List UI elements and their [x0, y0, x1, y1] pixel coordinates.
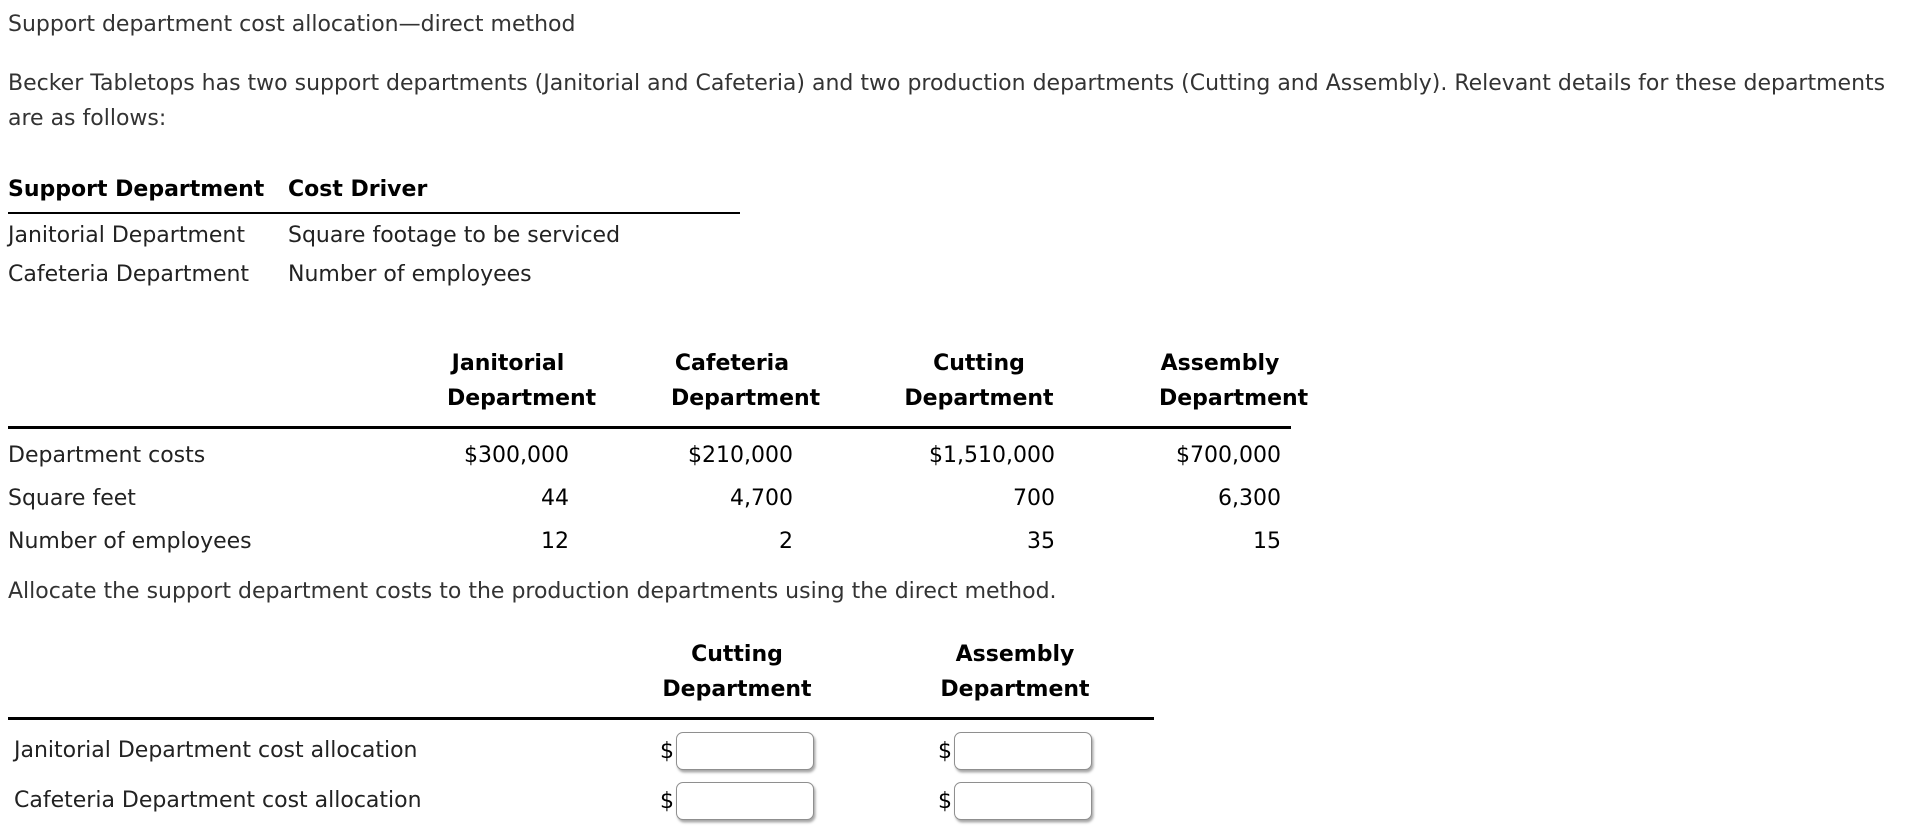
department-data-table: Janitorial Department Cafeteria Departme… — [8, 344, 1308, 558]
table-row: Cafeteria Department cost allocation $ $ — [8, 770, 1154, 820]
table-row: Cafeteria Department Number of employees — [8, 253, 740, 292]
value-cell: 2 — [779, 529, 793, 554]
allocation-table: Cutting Department Assembly Department J… — [8, 635, 1154, 820]
driver-cell: Square footage to be serviced — [288, 223, 621, 248]
cafeteria-assembly-allocation-input[interactable] — [954, 782, 1092, 820]
row-label: Number of employees — [8, 529, 252, 554]
department-data-header-row: Janitorial Department Cafeteria Departme… — [8, 344, 1308, 429]
dollar-sign: $ — [660, 738, 674, 764]
department-cell: Janitorial Department — [8, 223, 245, 248]
empty-corner-cell — [8, 635, 598, 720]
instruction-text: Allocate the support department costs to… — [8, 579, 1057, 604]
row-label: Janitorial Department cost allocation — [14, 738, 418, 763]
value-cell: 4,700 — [730, 486, 793, 511]
page-title: Support department cost allocation—direc… — [8, 12, 576, 37]
value-cell: 700 — [1013, 486, 1055, 511]
cost-driver-header: Cost Driver — [288, 170, 740, 214]
column-header-janitorial: Janitorial Department — [438, 344, 596, 429]
table-row: Square feet 44 4,700 700 6,300 — [8, 472, 1291, 515]
value-cell: 44 — [541, 486, 569, 511]
row-label: Square feet — [8, 486, 136, 511]
support-department-header: Support Department — [8, 170, 288, 214]
dollar-sign: $ — [938, 788, 952, 814]
dollar-sign: $ — [938, 738, 952, 764]
value-cell: 6,300 — [1218, 486, 1281, 511]
value-cell: 15 — [1253, 529, 1281, 554]
value-cell: 35 — [1027, 529, 1055, 554]
empty-corner-cell — [8, 344, 438, 429]
dollar-sign: $ — [660, 788, 674, 814]
column-header-cafeteria: Cafeteria Department — [579, 344, 820, 429]
allocation-header-row: Cutting Department Assembly Department — [8, 635, 1154, 720]
janitorial-cutting-allocation-input[interactable] — [676, 732, 814, 770]
table-row: Janitorial Department cost allocation $ … — [8, 719, 1154, 770]
department-cell: Cafeteria Department — [8, 262, 250, 287]
column-header-assembly: Assembly Department — [876, 635, 1154, 720]
cafeteria-cutting-allocation-input[interactable] — [676, 782, 814, 820]
cost-driver-header-row: Support Department Cost Driver — [8, 170, 740, 214]
value-cell: $210,000 — [688, 443, 793, 468]
table-row: Number of employees 12 2 35 15 — [8, 515, 1291, 558]
table-row: Janitorial Department Square footage to … — [8, 213, 740, 253]
table-row: Department costs $300,000 $210,000 $1,51… — [8, 428, 1291, 473]
janitorial-assembly-allocation-input[interactable] — [954, 732, 1092, 770]
intro-text: Becker Tabletops has two support departm… — [8, 71, 1886, 131]
value-cell: $700,000 — [1176, 443, 1281, 468]
column-header-cutting: Cutting Department — [598, 635, 876, 720]
column-header-cutting: Cutting Department — [803, 344, 1065, 429]
column-header-assembly: Assembly Department — [1065, 344, 1308, 429]
value-cell: $1,510,000 — [929, 443, 1055, 468]
cost-driver-table: Support Department Cost Driver Janitoria… — [8, 170, 740, 292]
driver-cell: Number of employees — [288, 262, 532, 287]
row-label: Department costs — [8, 443, 206, 468]
value-cell: 12 — [541, 529, 569, 554]
value-cell: $300,000 — [464, 443, 569, 468]
row-label: Cafeteria Department cost allocation — [14, 788, 422, 813]
